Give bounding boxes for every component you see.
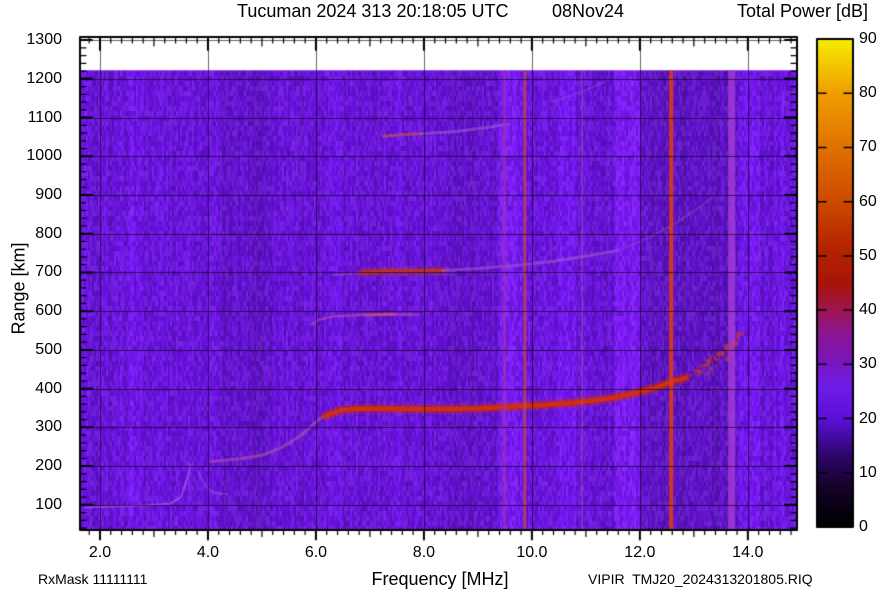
y-tick-label: 100	[35, 495, 62, 513]
y-tick-label: 800	[35, 224, 62, 242]
x-tick-label: 4.0	[196, 544, 220, 561]
y-tick-label: 600	[35, 302, 62, 320]
colorbar-tick-label: 10	[859, 463, 877, 481]
colorbar-tick-label: 20	[859, 409, 877, 427]
colorbar-title: Total Power [dB]	[737, 1, 869, 21]
plot-title: Tucuman 2024 313 20:18:05 UTC	[237, 1, 509, 21]
colorbar-tick-label: 0	[859, 518, 868, 535]
colorbar-tick-label: 30	[859, 355, 877, 373]
x-tick-label: 6.0	[304, 544, 328, 561]
y-tick-label: 1000	[26, 147, 62, 165]
x-tick-label: 2.0	[88, 544, 112, 561]
y-tick-label: 200	[35, 457, 62, 475]
y-tick-label: 400	[35, 379, 62, 397]
x-tick-label: 10.0	[516, 544, 548, 561]
y-tick-label: 1100	[27, 108, 62, 126]
y-axis-title: Range [km]	[8, 242, 29, 335]
y-tick-label: 900	[35, 186, 62, 203]
y-tick-label: 1300	[26, 31, 62, 49]
colorbar-tick-label: 90	[859, 30, 877, 47]
y-tick-label: 1200	[26, 69, 62, 87]
colorbar-tick-label: 40	[859, 301, 877, 319]
x-tick-label: 14.0	[732, 544, 764, 561]
y-tick-label: 700	[35, 263, 62, 281]
y-tick-label: 500	[35, 340, 62, 358]
plot-date: 08Nov24	[552, 1, 625, 21]
rx-mask-label: RxMask 11111111	[38, 571, 148, 587]
x-tick-label: 8.0	[412, 544, 436, 561]
y-tick-label: 300	[35, 418, 62, 436]
data-file-label: VIPIR TMJ20_2024313201805.RIQ	[588, 571, 813, 587]
x-tick-label: 12.0	[624, 544, 656, 561]
colorbar-tick-label: 80	[859, 84, 877, 102]
colorbar-tick-label: 70	[859, 138, 877, 156]
colorbar-tick-label: 50	[859, 246, 877, 264]
x-axis-title: Frequency [MHz]	[371, 569, 509, 589]
colorbar-tick-label: 60	[859, 192, 877, 210]
